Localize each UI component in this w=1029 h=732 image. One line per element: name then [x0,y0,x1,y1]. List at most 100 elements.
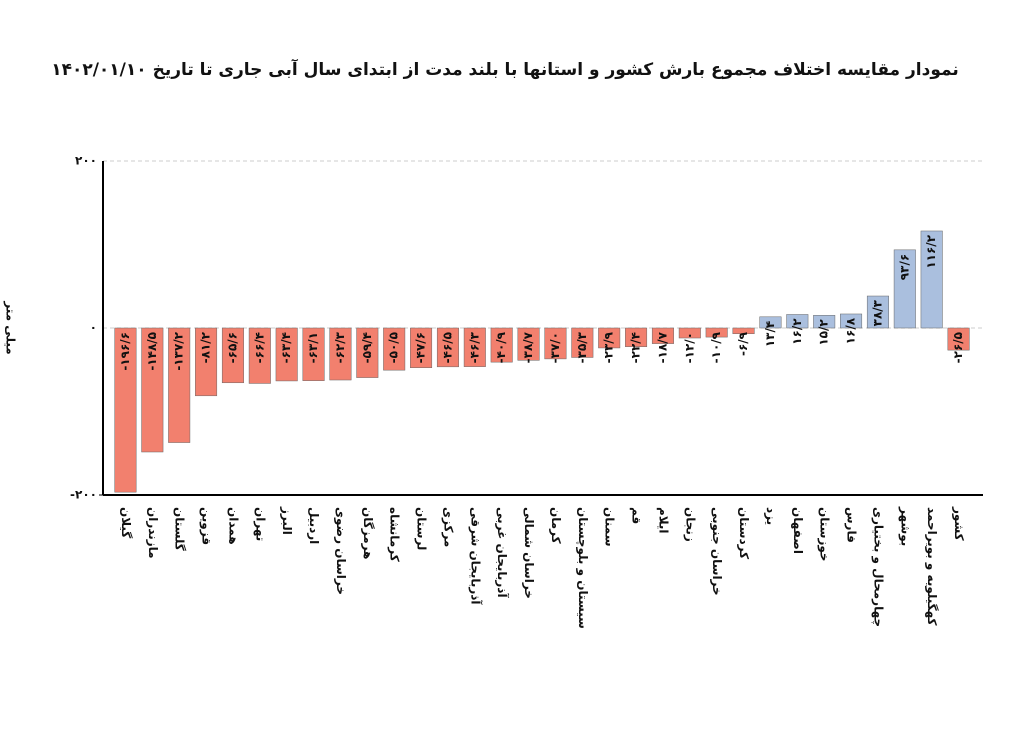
x-tick-label: کرمان [549,507,563,544]
x-tick-label: کهگیلویه و بویراحمد [924,507,939,626]
bar [759,316,782,329]
value-label: -۱۲/۰ [682,332,696,363]
x-tick-label: آذربایجان غربی [495,507,510,598]
x-tick-label: اردبیل [307,507,321,544]
bar [114,327,137,493]
value-label: -۶۵/۶ [225,332,239,363]
value-label: -۱۴۸/۵ [145,332,159,371]
bar [141,327,164,453]
x-tick-label: کردستان [737,507,751,559]
value-label: -۵۹/۴ [360,332,374,363]
value-label: -۶۳/۴ [279,332,293,363]
value-label: ۱۱۶/۲ [924,234,938,268]
bar [195,327,218,397]
value-label: -۵۰/۵ [387,332,401,363]
value-label: -۶/۹ [736,331,750,356]
value-label: ۳۸/۳ [870,299,884,326]
y-tick-label: ۰ [90,321,97,335]
y-axis-label: میلی متر [4,300,18,354]
bar [544,327,567,360]
bar [920,230,943,329]
value-label: -۲۲/۴ [629,332,643,363]
value-label: -۶۳/۱ [306,332,320,363]
value-label: -۶۶/۴ [252,332,266,363]
x-tick-label: مازندران [146,507,160,559]
bar [410,327,433,368]
bar [678,327,701,339]
bar [463,327,486,367]
x-tick-label: خراسان شمالی [522,507,536,599]
x-tick-label: همدان [226,507,240,545]
x-tick-label: خراسان رضوی [333,507,348,595]
bar [625,327,648,347]
value-label: -۳۵/۳ [575,331,589,363]
bar [840,313,863,329]
bar [893,249,916,329]
x-tick-label: بوشهر [897,506,912,546]
bar [517,327,540,361]
bar [490,327,513,363]
value-label: -۸۱/۲ [199,331,213,363]
bar [732,327,755,335]
x-tick-label: کرمانشاه [388,507,402,562]
value-label: -۴۷/۶ [414,332,428,363]
value-label: -۱۸/۷ [655,331,669,363]
y-tick-label: ۲۰۰ [75,154,97,168]
value-label: -۳۸/۷ [521,331,535,363]
x-tick-label: کشور [951,506,966,541]
x-tick-label: زنجان [683,507,697,542]
x-tick-label: قم [630,507,644,524]
bar [947,327,970,351]
value-label: ۹۳/۶ [897,254,911,280]
bar [356,327,379,378]
x-tick-label: البرز [280,506,294,535]
x-tick-label: آذربایجان شرقی [468,507,483,605]
bar [329,327,352,381]
x-tick-label: فارس [845,507,859,543]
bar [168,327,191,443]
x-tick-label: مرکزی [441,507,455,547]
x-tick-label: ایلام [655,507,670,534]
bar [571,327,594,358]
value-label: -۴۶/۵ [440,332,454,363]
x-tick-label: هرمزگان [361,507,375,559]
value-label: ۱۵/۲ [817,319,831,346]
bar [436,327,459,368]
value-label: ۱۶/۲ [790,318,804,345]
x-tick-label: قزوین [199,507,214,545]
bar [275,327,298,382]
bar [221,327,244,384]
bar [786,314,809,329]
value-label: -۱۳۷/۲ [172,331,186,370]
value-label: -۶۲/۳ [333,331,347,363]
x-tick-label: خوزستان [817,507,832,562]
bar [866,295,889,329]
value-label: -۴۶/۳ [467,331,481,363]
x-tick-label: اصفهان [791,507,805,554]
x-tick-label: گیلان [119,507,133,538]
bar [651,327,674,344]
x-tick-label: لرستان [415,507,429,550]
bar [705,327,728,338]
bar [248,327,271,384]
value-label: -۳۷/۰ [548,332,562,363]
value-label: -۲۶/۵ [951,332,965,363]
x-tick-label: خراسان جنوبی [709,507,724,596]
x-tick-label: گلستان [173,507,187,551]
x-tick-label: یزد [764,507,778,525]
value-label: -۱۰/۹ [709,331,723,363]
value-label: -۴۰/۹ [494,331,508,363]
x-tick-label: سیستان و بلوچستان [575,507,590,629]
value-label: ۱۳/۴ [763,321,777,347]
x-tick-label: چهارمحال و بختیاری [870,507,885,627]
value-label: ۱۶/۸ [844,317,858,344]
x-tick-label: تهران [253,507,267,541]
bar [598,327,621,349]
chart-title: نمودار مقایسه اختلاف مجموع بارش کشور و ا… [51,58,959,80]
bar [813,315,836,329]
x-tick-label: سمنان [603,507,617,547]
y-tick-label: -۲۰۰ [70,488,97,502]
value-label: -۱۹۶/۶ [118,332,132,371]
value-label: -۲۳/۹ [602,331,616,363]
